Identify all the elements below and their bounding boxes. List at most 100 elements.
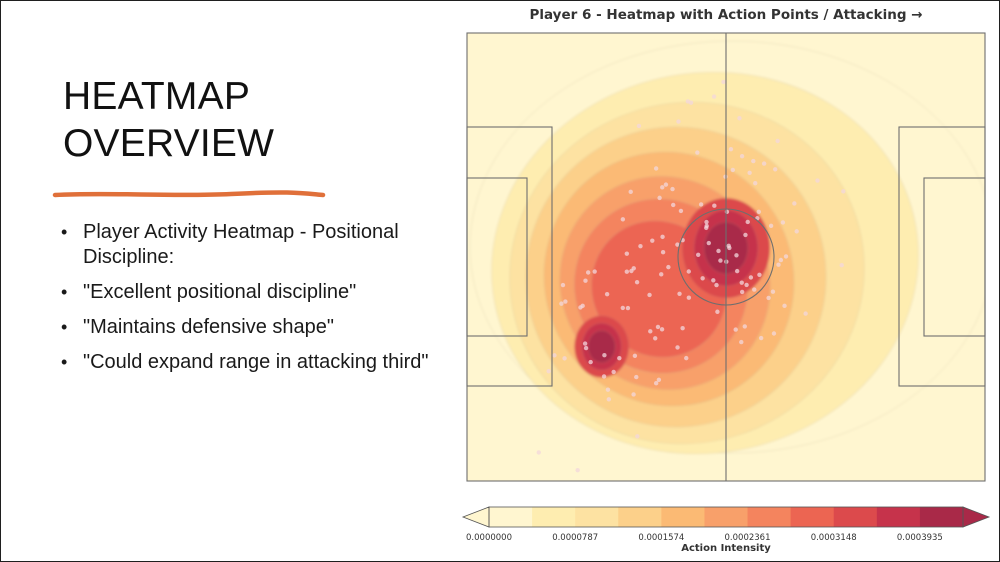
action-point — [602, 353, 607, 358]
action-point — [733, 327, 738, 332]
action-point — [803, 311, 808, 316]
action-point — [648, 329, 653, 334]
action-point — [559, 301, 564, 306]
action-point — [624, 251, 630, 256]
action-point — [716, 248, 721, 254]
action-point — [655, 324, 661, 330]
action-point — [700, 276, 705, 281]
action-point — [773, 167, 778, 172]
action-point — [656, 377, 662, 382]
bullet-text: Player Activity Heatmap - Positional Dis… — [83, 221, 399, 268]
action-point — [605, 387, 611, 392]
colorbar-segment — [489, 507, 533, 527]
bullet-text: "Maintains defensive shape" — [83, 316, 335, 338]
action-point — [560, 282, 566, 288]
bullet-dot: • — [61, 282, 68, 302]
colorbar — [461, 506, 991, 528]
action-point — [624, 269, 630, 274]
action-point — [680, 326, 685, 331]
action-point — [684, 355, 689, 361]
action-point — [653, 166, 659, 171]
action-point — [660, 234, 665, 240]
action-point — [745, 219, 750, 225]
bullet-item: • Player Activity Heatmap - Positional Di… — [59, 220, 449, 270]
action-point — [552, 353, 557, 358]
action-point — [634, 279, 640, 285]
action-point — [721, 79, 726, 85]
action-point — [734, 253, 739, 258]
underline-stroke — [52, 190, 326, 198]
action-point — [748, 275, 754, 280]
action-point — [752, 287, 757, 292]
action-point — [663, 182, 669, 187]
action-point — [659, 272, 664, 277]
action-point — [632, 353, 638, 359]
action-point — [778, 257, 784, 263]
bullet-item: • "Excellent positional discipline" — [59, 280, 449, 305]
right-goal-box — [923, 177, 986, 337]
action-point — [629, 268, 634, 274]
action-point — [562, 356, 567, 361]
action-point — [706, 240, 712, 246]
action-point — [780, 220, 786, 225]
action-point — [839, 263, 844, 268]
action-point — [724, 209, 730, 215]
action-point — [653, 381, 659, 386]
action-point — [583, 345, 589, 351]
action-point — [711, 94, 717, 99]
action-point — [604, 291, 610, 297]
action-point — [766, 295, 771, 301]
action-point — [676, 119, 681, 124]
action-point — [758, 335, 764, 341]
action-point — [585, 270, 591, 275]
bullet-dot: • — [61, 222, 68, 242]
action-point — [636, 123, 642, 129]
action-point — [546, 369, 551, 374]
action-point — [678, 208, 684, 214]
colorbar-label: Action Intensity — [681, 543, 771, 554]
action-point — [704, 219, 709, 225]
action-point — [712, 203, 717, 208]
action-point — [841, 189, 846, 194]
action-point — [647, 292, 652, 298]
action-point — [727, 245, 732, 251]
action-point — [657, 195, 662, 201]
hotspot-core — [587, 330, 616, 363]
colorbar-tick-label: 0.0003935 — [897, 533, 943, 543]
action-point — [794, 229, 799, 234]
title-underline — [52, 190, 326, 198]
colorbar-segment — [575, 507, 619, 527]
bullet-text: "Could expand range in attacking third" — [83, 351, 429, 373]
action-point — [638, 243, 643, 249]
action-point — [592, 269, 597, 274]
chart-title: Player 6 - Heatmap with Action Points / … — [529, 7, 922, 23]
action-point — [743, 232, 748, 238]
action-point — [698, 202, 704, 207]
action-point — [696, 252, 701, 257]
action-point — [588, 359, 593, 365]
action-point — [611, 369, 616, 375]
colorbar-segment — [919, 507, 964, 527]
action-point — [686, 269, 691, 274]
pitch-lines — [466, 32, 986, 482]
action-point — [768, 223, 774, 229]
action-point — [739, 289, 745, 295]
action-point — [536, 450, 541, 455]
colorbar-segment — [532, 507, 576, 527]
action-point — [776, 262, 781, 267]
colorbar-tick-label: 0.0000000 — [466, 533, 512, 543]
left-goal-box — [466, 177, 528, 337]
bullet-list: • Player Activity Heatmap - Positional Di… — [59, 220, 449, 385]
action-point — [815, 178, 820, 183]
action-point — [728, 146, 734, 152]
bullet-item: • "Could expand range in attacking third" — [59, 350, 449, 375]
colorbar-segment — [618, 507, 662, 527]
action-point — [770, 289, 776, 294]
action-point — [782, 303, 787, 309]
action-point — [771, 331, 777, 336]
action-point — [792, 201, 797, 206]
colorbar-tick-label: 0.0002361 — [725, 533, 771, 543]
colorbar-frame — [488, 506, 964, 528]
action-point — [635, 434, 640, 439]
action-point — [704, 223, 709, 229]
